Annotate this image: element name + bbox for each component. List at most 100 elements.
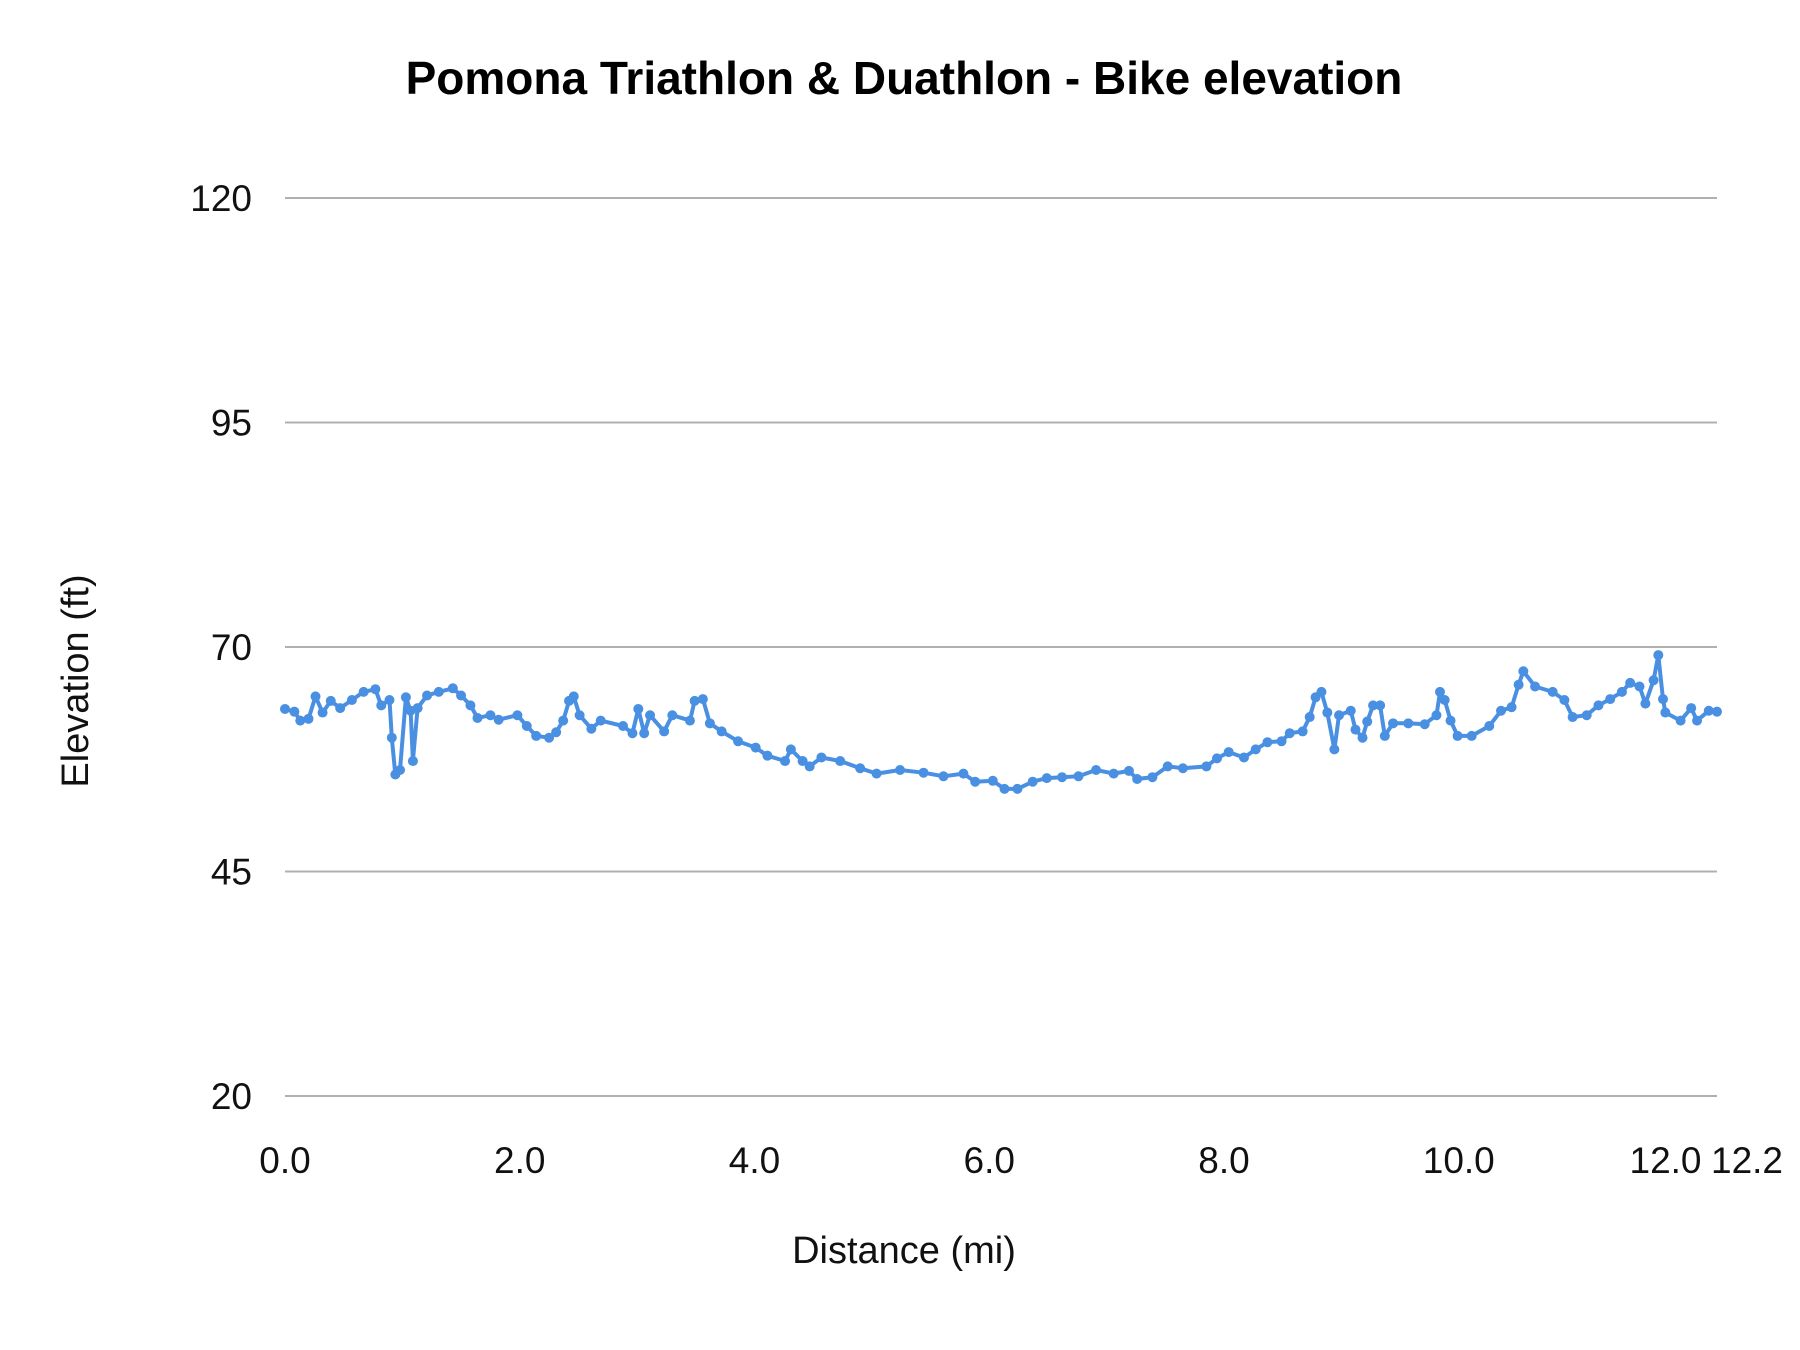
data-point: [407, 756, 418, 767]
x-axis-title: Distance (mi): [792, 1230, 1016, 1272]
data-point: [697, 694, 708, 705]
data-point: [1132, 774, 1143, 785]
data-point: [750, 742, 761, 753]
data-point: [1712, 706, 1722, 717]
data-point: [558, 715, 569, 726]
data-point: [289, 706, 300, 717]
data-point: [1162, 761, 1173, 772]
data-point: [1593, 700, 1604, 711]
data-point: [1177, 763, 1188, 774]
x-tick-label: 8.0: [1198, 1140, 1249, 1181]
data-point: [871, 768, 882, 779]
data-point: [1350, 724, 1361, 735]
data-point: [1496, 705, 1507, 716]
data-point: [1057, 772, 1068, 783]
data-point: [1434, 686, 1445, 697]
data-point: [1559, 694, 1570, 705]
data-point: [1547, 686, 1558, 697]
data-point: [303, 713, 314, 724]
x-tick-label: 2.0: [494, 1140, 545, 1181]
data-point: [895, 765, 906, 776]
data-point: [325, 695, 336, 706]
data-point: [1530, 681, 1541, 692]
data-point: [1357, 732, 1368, 743]
data-point: [574, 710, 585, 721]
data-point: [422, 690, 433, 701]
data-point: [627, 728, 638, 739]
data-point: [412, 703, 423, 714]
data-point: [485, 710, 496, 721]
data-point: [1466, 730, 1477, 741]
x-tick-label: 10.0: [1423, 1140, 1495, 1181]
data-point: [835, 756, 846, 767]
y-tick-label: 20: [211, 1076, 252, 1117]
data-point: [1276, 736, 1287, 747]
data-point: [1445, 715, 1456, 726]
data-point: [595, 715, 606, 726]
data-point: [1238, 752, 1249, 763]
data-point: [618, 721, 629, 732]
data-point: [1452, 730, 1463, 741]
data-point: [987, 775, 998, 786]
data-point: [512, 710, 523, 721]
data-point: [1304, 712, 1315, 723]
y-axis-title: Elevation (ft): [55, 574, 97, 787]
data-point: [689, 695, 700, 706]
data-point: [1653, 650, 1664, 661]
x-tick-label: 12.2: [1711, 1140, 1783, 1181]
data-point: [1262, 737, 1273, 748]
data-point: [780, 756, 791, 767]
data-point: [1660, 707, 1671, 718]
data-point: [295, 715, 306, 726]
data-point: [1012, 783, 1023, 794]
data-point: [918, 767, 929, 778]
data-point: [310, 691, 321, 702]
data-point: [684, 715, 695, 726]
data-point: [1675, 715, 1686, 726]
data-point: [804, 761, 815, 772]
data-point: [639, 728, 650, 739]
data-point: [1147, 772, 1158, 783]
data-point: [855, 763, 866, 774]
data-point: [999, 783, 1010, 794]
data-point: [456, 690, 467, 701]
x-tick-label: 4.0: [729, 1140, 780, 1181]
data-point: [386, 732, 397, 743]
data-point: [1297, 726, 1308, 737]
gridlines: [285, 197, 1717, 1097]
data-point: [797, 756, 808, 767]
data-point: [280, 703, 290, 714]
data-point: [1041, 773, 1052, 784]
data-point: [521, 721, 532, 732]
data-point: [544, 732, 555, 743]
data-point: [1345, 705, 1356, 716]
data-point: [400, 692, 411, 703]
data-point: [1375, 700, 1386, 711]
data-point: [762, 750, 773, 761]
data-point: [1284, 728, 1295, 739]
data-point: [1073, 771, 1084, 782]
data-point: [447, 683, 458, 694]
data-point: [568, 691, 579, 702]
data-point: [1640, 698, 1651, 709]
data-point: [1123, 765, 1134, 776]
data-point: [970, 776, 981, 787]
x-tick-label: 0.0: [259, 1140, 310, 1181]
data-point: [1201, 761, 1212, 772]
data-point: [645, 710, 656, 721]
data-point: [493, 714, 504, 725]
data-point: [1484, 721, 1495, 732]
y-tick-label: 95: [211, 403, 252, 444]
data-point: [704, 718, 715, 729]
data-point: [1625, 677, 1636, 688]
elevation-series: [280, 650, 1722, 794]
data-point: [335, 703, 346, 714]
data-point: [1362, 716, 1373, 727]
data-point: [716, 726, 727, 737]
data-point: [1334, 710, 1345, 721]
data-point: [1658, 694, 1669, 705]
data-point: [317, 707, 328, 718]
data-point: [1567, 712, 1578, 723]
data-point: [1403, 718, 1414, 729]
